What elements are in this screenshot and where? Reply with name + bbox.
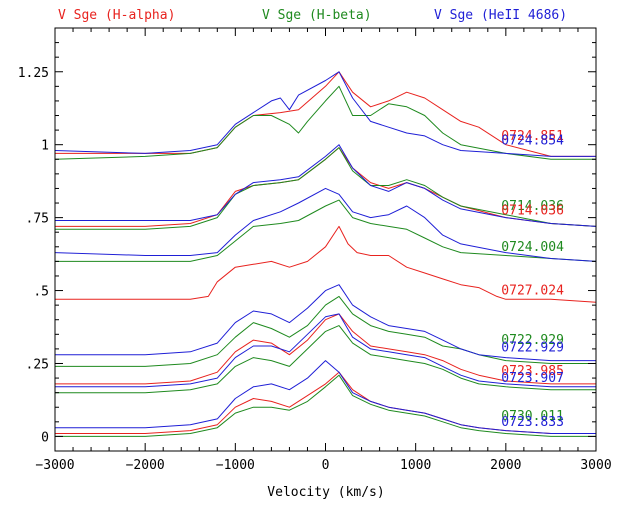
y-tick-label-3: .75 [26, 212, 49, 227]
spectrum-label-6: 0722.929 [501, 333, 564, 348]
spectrum-label-11: 0723.833 [501, 415, 564, 430]
spectrum-label-7: 0722.929 [501, 340, 564, 355]
spectrum-line-2 [54, 71, 596, 157]
spectrum-line-11 [55, 313, 596, 385]
spectrum-line-6 [55, 199, 597, 262]
spectrum-label-0: 0724.851 [501, 129, 564, 144]
x-tick-label-2: −1000 [216, 458, 255, 473]
spectrum-line-15 [55, 374, 596, 437]
legend-label-h-alpha: V Sge (H-alpha) [58, 8, 175, 23]
spectrum-line-13 [55, 313, 596, 388]
spectrum-line-12 [55, 325, 596, 394]
axis-layer: −3000 −2000 −1000 0 1000 2000 3000 0 .25 .5 .75 1 1.… [18, 28, 612, 473]
legend: V Sge (H-alpha) V Sge (H-beta) V Sge (He… [58, 8, 567, 23]
x-tick-label-3: 0 [322, 458, 330, 473]
spectrum-line-10 [55, 284, 596, 362]
spectrum-line-8 [55, 225, 597, 303]
spectrum-label-2: 0714.036 [501, 199, 564, 214]
y-tick-label-2: .5 [33, 285, 49, 300]
spectrum-line-4 [55, 147, 597, 230]
spectrum-label-5: 0727.024 [501, 284, 564, 299]
y-tick-label-4: 1 [41, 139, 49, 154]
spectrum-label-8: 0723.985 [501, 364, 564, 379]
spectrum-label-9: 0723.907 [501, 371, 564, 386]
y-tick-label-0: 0 [41, 430, 49, 445]
x-tick-label-0: −3000 [35, 458, 74, 473]
spectrum-label-4: 0724.004 [501, 240, 564, 255]
spectrum-label-3: 0714.036 [501, 203, 564, 218]
x-tick-label-4: 1000 [400, 458, 431, 473]
y-tick-label-5: 1.25 [18, 66, 49, 81]
legend-label-heii: V Sge (HeII 4686) [434, 8, 567, 23]
series-layer [54, 71, 597, 437]
spectrum-line-16 [55, 360, 596, 434]
spectrum-label-1: 0724.854 [501, 133, 564, 148]
y-tick-label-1: .25 [26, 357, 49, 372]
x-tick-label-6: 3000 [580, 458, 611, 473]
spectrum-line-7 [54, 187, 597, 262]
x-tick-label-1: −2000 [126, 458, 165, 473]
spectrum-label-10: 0730.011 [501, 409, 564, 424]
spectrum-line-1 [54, 85, 596, 160]
spectrum-line-5 [55, 144, 597, 227]
x-axis-label: Velocity (km/s) [267, 485, 384, 500]
x-tick-label-5: 2000 [490, 458, 521, 473]
legend-label-h-beta: V Sge (H-beta) [262, 8, 372, 23]
